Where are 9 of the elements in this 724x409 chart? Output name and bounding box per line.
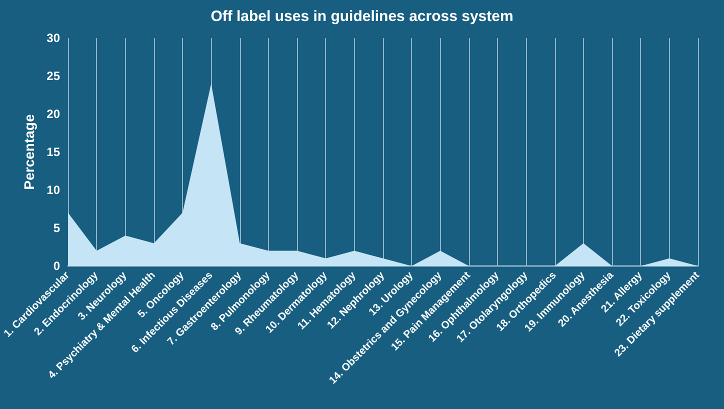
y-tick-label: 0 bbox=[53, 259, 60, 273]
y-tick-label: 15 bbox=[46, 145, 60, 159]
y-tick-label: 10 bbox=[46, 183, 60, 197]
y-tick-label: 25 bbox=[46, 69, 60, 83]
y-axis-title: Percentage bbox=[20, 114, 37, 190]
y-tick-label: 20 bbox=[46, 107, 60, 121]
chart-title: Off label uses in guidelines across system bbox=[210, 8, 514, 25]
y-tick-label: 5 bbox=[53, 221, 60, 235]
y-tick-label: 30 bbox=[46, 31, 60, 45]
